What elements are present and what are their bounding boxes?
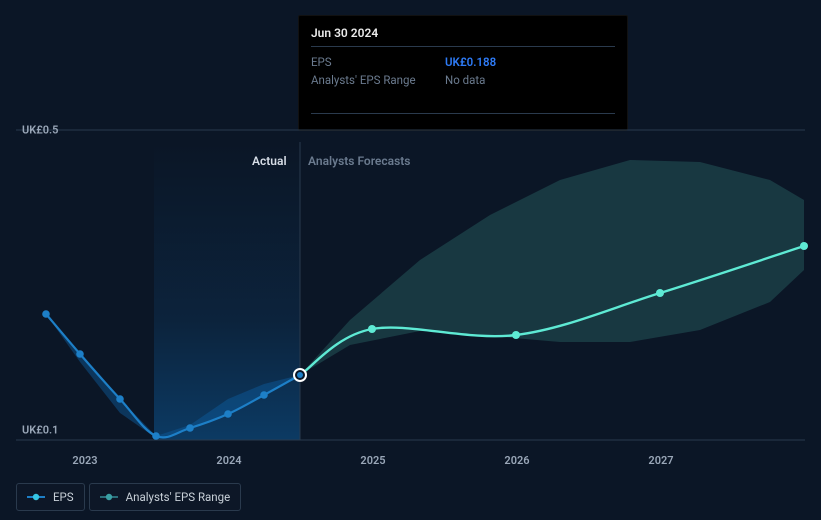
eps-point[interactable] bbox=[152, 432, 160, 440]
hover-point-inner bbox=[297, 372, 303, 378]
forecast-point[interactable] bbox=[800, 242, 808, 250]
chart-svg[interactable] bbox=[0, 0, 821, 520]
legend-item-eps[interactable]: EPS bbox=[16, 483, 85, 511]
legend-swatch-icon bbox=[100, 492, 118, 502]
legend-label: Analysts' EPS Range bbox=[126, 490, 231, 504]
eps-point[interactable] bbox=[42, 310, 50, 318]
eps-point[interactable] bbox=[224, 410, 232, 418]
actual-highlight bbox=[154, 142, 300, 440]
legend-swatch-icon bbox=[27, 492, 45, 502]
forecast-eps-band bbox=[300, 160, 804, 375]
forecast-point[interactable] bbox=[368, 325, 376, 333]
legend: EPS Analysts' EPS Range bbox=[16, 483, 241, 511]
x-axis-label: 2026 bbox=[504, 454, 529, 467]
eps-point[interactable] bbox=[76, 350, 84, 358]
legend-item-range[interactable]: Analysts' EPS Range bbox=[89, 483, 242, 511]
chart bbox=[0, 0, 821, 520]
x-axis-label: 2025 bbox=[360, 454, 385, 467]
legend-label: EPS bbox=[53, 490, 74, 504]
x-axis-label: 2023 bbox=[72, 454, 97, 467]
x-axis-label: 2027 bbox=[648, 454, 673, 467]
x-axis-label: 2024 bbox=[216, 454, 241, 467]
eps-point[interactable] bbox=[260, 391, 268, 399]
y-axis-label: UK£0.5 bbox=[22, 124, 58, 137]
eps-point[interactable] bbox=[116, 395, 124, 403]
forecast-point[interactable] bbox=[656, 289, 664, 297]
section-label-forecasts: Analysts Forecasts bbox=[308, 154, 410, 168]
eps-point[interactable] bbox=[186, 424, 194, 432]
y-axis-label: UK£0.1 bbox=[22, 424, 58, 437]
section-label-actual: Actual bbox=[252, 154, 287, 168]
forecast-point[interactable] bbox=[512, 331, 520, 339]
